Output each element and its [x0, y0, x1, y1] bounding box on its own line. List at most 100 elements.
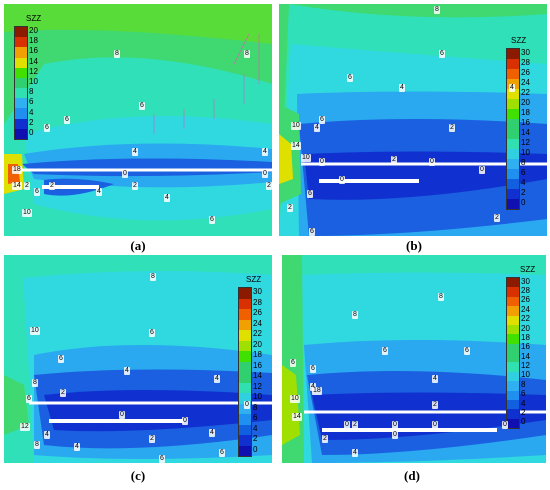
- colorbar-tick-label: 10: [521, 370, 530, 380]
- colorbar-tick-label: 28: [521, 286, 530, 296]
- colorbar-segment: [507, 119, 519, 129]
- colorbar-segment: [15, 67, 27, 78]
- colorbar-tick-label: 30: [521, 48, 530, 57]
- colorbar-segment: [507, 69, 519, 79]
- contour-label: 2: [352, 421, 358, 429]
- contour-label: 0: [119, 411, 125, 419]
- contour-label: 0: [392, 431, 398, 439]
- contour-label: 10: [301, 154, 311, 162]
- contour-label: 0: [392, 421, 398, 429]
- contour-label: 10: [290, 395, 300, 403]
- colorbar-segment: [15, 88, 27, 99]
- contour-label: 0: [502, 421, 508, 429]
- contour-label: 8: [438, 293, 444, 301]
- colorbar-tick-label: 26: [521, 68, 530, 77]
- colorbar-segment: [239, 372, 251, 383]
- colorbar-segment: [15, 128, 27, 139]
- contour-label: 14: [291, 142, 301, 150]
- colorbar-c: [238, 287, 252, 457]
- contour-label: 2: [432, 401, 438, 409]
- colorbar-tick-label: 8: [253, 402, 258, 412]
- colorbar-segment: [507, 169, 519, 179]
- colorbar-tick-label: 18: [521, 332, 530, 342]
- contour-label: 12: [20, 423, 30, 431]
- colorbar-segment: [15, 98, 27, 109]
- colorbar-tick-label: 16: [29, 46, 38, 56]
- colorbar-tick-label: 28: [253, 297, 262, 307]
- contour-label: 6: [26, 395, 32, 403]
- legend-title-a: SZZ: [26, 14, 42, 23]
- contour-label: 0: [244, 401, 250, 409]
- colorbar-segment: [239, 330, 251, 341]
- contour-label: 2: [60, 389, 66, 397]
- contour-label: 2: [391, 156, 397, 164]
- colorbar-tick-label: 4: [29, 107, 34, 117]
- colorbar-segment: [507, 306, 519, 316]
- contour-label: 4: [314, 124, 320, 132]
- colorbar-tick-label: 14: [29, 56, 38, 66]
- colorbar-tick-label: 26: [253, 308, 262, 318]
- colorbar-segment: [507, 371, 519, 382]
- contour-label: 2: [266, 182, 272, 190]
- colorbar-tick-label: 10: [29, 77, 38, 86]
- legend-title-b: SZZ: [511, 36, 527, 45]
- colorbar-tick-label: 4: [521, 178, 526, 187]
- colorbar-segment: [239, 298, 251, 309]
- colorbar-tick-label: 24: [521, 304, 530, 314]
- colorbar-tick-label: 12: [521, 361, 530, 371]
- contour-label: 10: [30, 327, 40, 335]
- colorbar-tick-label: 14: [521, 128, 530, 137]
- colorbar-tick-label: 2: [253, 434, 258, 444]
- contour-label: 2: [494, 214, 500, 222]
- colorbar-segment: [239, 361, 251, 372]
- contour-label: 6: [309, 228, 315, 236]
- colorbar-segment: [507, 189, 519, 199]
- colorbar-tick-label: 8: [29, 87, 34, 97]
- colorbar-tick-label: 2: [521, 407, 526, 417]
- colorbar-segment: [15, 118, 27, 129]
- colorbar-d: [506, 277, 520, 429]
- contour-label: 10: [291, 122, 301, 130]
- colorbar-tick-label: 6: [253, 413, 258, 423]
- colorbar-segment: [507, 390, 519, 400]
- panel-c: SZZ 30 28 26 24 22 20 18 16 14 12 10 8 6 4 2 0 8 10 6 6 4 4 2…: [4, 255, 272, 463]
- colorbar-tick-label: 2: [521, 188, 526, 197]
- colorbar-tick-label: 4: [253, 423, 258, 433]
- contour-label: 8: [32, 379, 38, 387]
- contour-label: 4: [214, 375, 220, 383]
- colorbar-tick-label: 14: [253, 371, 262, 381]
- colorbar-segment: [507, 89, 519, 99]
- caption-b: (b): [406, 238, 422, 253]
- contour-plot-c: [4, 255, 272, 463]
- contour-label: 4: [164, 194, 170, 202]
- colorbar-tick-label: 10: [253, 392, 262, 402]
- contour-label: 4: [432, 375, 438, 383]
- colorbar-segment: [507, 399, 519, 410]
- contour-label: 6: [464, 347, 470, 355]
- colorbar-segment: [507, 129, 519, 139]
- colorbar-segment: [507, 99, 519, 109]
- colorbar-segment: [507, 139, 519, 149]
- colorbar-segment: [239, 340, 251, 351]
- colorbar-tick-label: 14: [521, 351, 530, 361]
- contour-label: 6: [139, 102, 145, 110]
- contour-label: 8: [34, 441, 40, 449]
- contour-label: 6: [307, 190, 313, 198]
- colorbar-tick-label: 0: [521, 198, 526, 207]
- colorbar-segment: [507, 409, 519, 419]
- colorbar-segment: [15, 57, 27, 68]
- contour-label: 6: [319, 116, 325, 124]
- colorbar-segment: [15, 37, 27, 48]
- contour-label: 0: [182, 417, 188, 425]
- colorbar-tick-label: 22: [521, 314, 530, 324]
- contour-label: 4: [209, 429, 215, 437]
- contour-label: 4: [262, 148, 268, 156]
- contour-label: 2: [49, 182, 55, 190]
- contour-label: 0: [339, 176, 345, 184]
- contour-label: 8: [114, 50, 120, 58]
- colorbar-segment: [239, 445, 251, 456]
- colorbar-tick-label: 12: [29, 66, 38, 76]
- colorbar-segment: [15, 77, 27, 89]
- contour-label: 0: [122, 170, 128, 178]
